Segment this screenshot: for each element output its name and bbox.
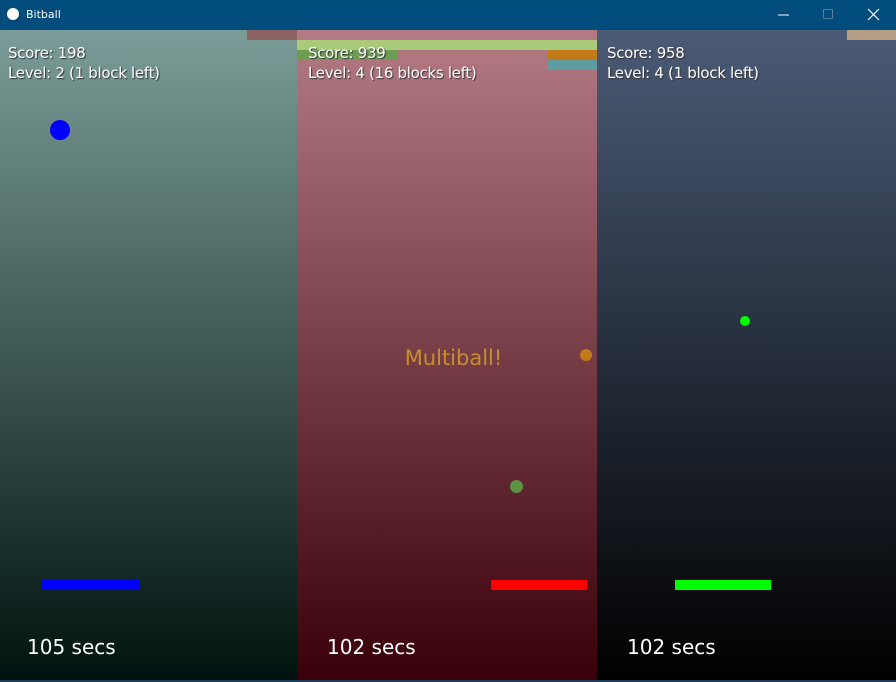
player-panel: Score: 198 Level: 2 (1 block left) 105 s…	[0, 30, 297, 680]
timer: 102 secs	[627, 635, 716, 659]
score: Score: 198	[8, 44, 86, 62]
ball	[50, 120, 70, 140]
ball	[740, 316, 750, 326]
close-button[interactable]	[867, 8, 880, 21]
score: Score: 939	[308, 44, 386, 62]
paddle	[491, 580, 587, 590]
timer: 102 secs	[327, 635, 416, 659]
window-title: Bitball	[26, 8, 61, 21]
maximize-button[interactable]	[823, 9, 833, 19]
ball	[510, 480, 523, 493]
score: Score: 958	[607, 44, 685, 62]
block	[547, 60, 597, 70]
app-icon	[7, 8, 19, 20]
timer: 105 secs	[27, 635, 116, 659]
paddle	[675, 580, 771, 590]
title-bar: Bitball	[0, 0, 896, 30]
player-panel: Score: 958 Level: 4 (1 block left) 102 s…	[597, 30, 896, 680]
block	[247, 30, 297, 40]
block	[847, 30, 896, 40]
message: Multiball!	[404, 346, 503, 370]
player-panel: Score: 939 Level: 4 (16 blocks left) Mul…	[297, 30, 597, 680]
ball	[580, 349, 592, 361]
block	[297, 50, 397, 60]
block	[297, 40, 597, 50]
level: Level: 4 (16 blocks left)	[308, 64, 477, 82]
window-icons	[7, 8, 880, 21]
block	[547, 50, 597, 60]
level: Level: 4 (1 block left)	[607, 64, 759, 82]
paddle	[42, 580, 140, 590]
level: Level: 2 (1 block left)	[8, 64, 160, 82]
